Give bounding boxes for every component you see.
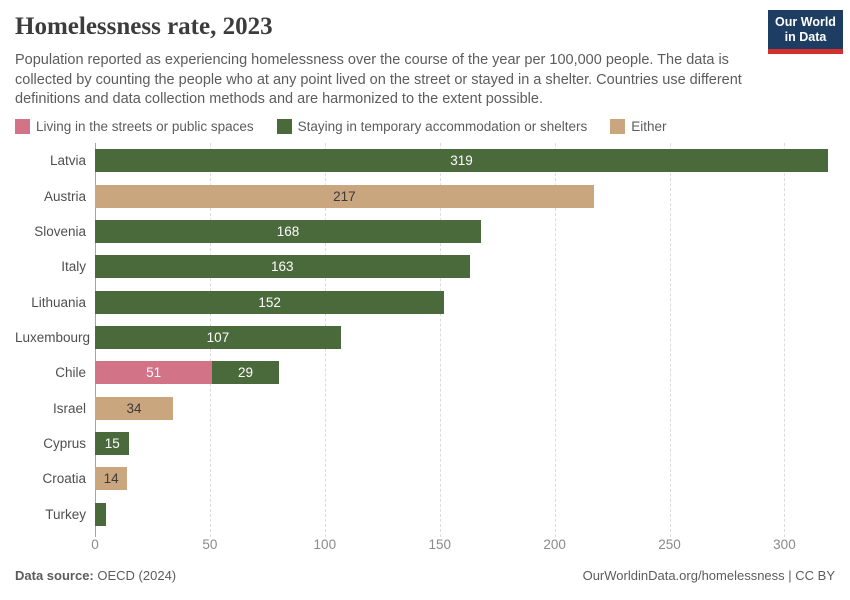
gridline-200 xyxy=(554,143,556,537)
bar-track: 163 xyxy=(95,255,835,279)
bar-track: 51 29 xyxy=(95,361,835,385)
bar-value-label: 168 xyxy=(276,223,300,239)
gridline-250 xyxy=(669,143,671,537)
bar-segment-austria-either[interactable]: 217 xyxy=(95,184,594,208)
country-label-luxembourg: Luxembourg xyxy=(15,329,91,345)
data-source-value: OECD (2024) xyxy=(97,568,177,583)
data-source-label: Data source: xyxy=(15,568,94,583)
country-label-italy: Italy xyxy=(61,259,86,275)
bar-chart: Latvia 319 Austria 217 Slovenia 168 Italy 163 Li… xyxy=(15,143,835,537)
bar-row-austria: Austria 217 xyxy=(15,178,835,213)
bar-value-label: 15 xyxy=(104,436,120,452)
bar-track: 168 xyxy=(95,219,835,243)
bar-segment-luxembourg-shelters[interactable]: 107 xyxy=(95,325,341,349)
bar-segment-latvia-shelters[interactable]: 319 xyxy=(95,149,829,173)
bar-row-slovenia: Slovenia 168 xyxy=(15,214,835,249)
bar-row-luxembourg: Luxembourg 107 xyxy=(15,320,835,355)
bar-value-label: 34 xyxy=(126,400,142,416)
country-label-latvia: Latvia xyxy=(49,153,86,169)
bar-row-latvia: Latvia 319 xyxy=(15,143,835,178)
x-tick-label-150: 150 xyxy=(428,537,451,552)
legend: Living in the streets or public spaces S… xyxy=(15,119,667,134)
country-label-turkey: Turkey xyxy=(45,506,86,522)
bar-value-label: 319 xyxy=(450,153,473,169)
chart-subtitle: Population reported as experiencing home… xyxy=(15,52,742,107)
bar-track: 217 xyxy=(95,184,835,208)
bar-track: 152 xyxy=(95,290,835,314)
bar-segment-chile-streets[interactable]: 51 xyxy=(95,361,213,385)
bar-row-lithuania: Lithuania 152 xyxy=(15,284,835,319)
gridline-150 xyxy=(439,143,441,537)
bar-value-label: 14 xyxy=(103,471,119,487)
legend-item-either[interactable]: Either xyxy=(610,119,667,134)
x-tick-label-50: 50 xyxy=(202,537,218,552)
x-tick-label-100: 100 xyxy=(313,537,337,552)
bar-value-label: 163 xyxy=(271,259,294,275)
x-tick-label-0: 0 xyxy=(91,537,99,552)
credit-link[interactable]: OurWorldinData.org/homelessness | CC BY xyxy=(582,568,835,583)
bar-track: 34 xyxy=(95,396,835,420)
x-tick-label-300: 300 xyxy=(773,537,796,552)
bar-track: 107 xyxy=(95,325,835,349)
bar-track: 15 xyxy=(95,432,835,456)
logo-text-line2: in Data xyxy=(784,30,827,44)
x-tick-label-250: 250 xyxy=(658,537,681,552)
legend-swatch-either-icon xyxy=(610,119,626,134)
x-axis: 0 50 100 150 200 250 300 xyxy=(91,537,835,553)
bar-segment-croatia-either[interactable]: 14 xyxy=(95,467,128,491)
bar-rows: Latvia 319 Austria 217 Slovenia 168 Italy 163 Li… xyxy=(15,143,835,532)
legend-swatch-shelters-icon xyxy=(276,119,292,134)
logo-text-line1: Our World xyxy=(775,15,836,29)
legend-item-streets[interactable]: Living in the streets or public spaces xyxy=(15,119,254,134)
country-label-israel: Israel xyxy=(52,400,86,416)
bar-value-label: 152 xyxy=(258,294,281,310)
bar-value-label: 29 xyxy=(238,365,254,381)
bar-row-israel: Israel 34 xyxy=(15,391,835,426)
x-tick-label-200: 200 xyxy=(543,537,566,552)
bar-segment-cyprus-shelters[interactable]: 15 xyxy=(95,432,130,456)
footer: Data source: OECD (2024) OurWorldinData.… xyxy=(15,568,835,583)
country-label-chile: Chile xyxy=(55,365,86,381)
legend-label: Staying in temporary accommodation or sh… xyxy=(297,119,588,134)
bar-segment-lithuania-shelters[interactable]: 152 xyxy=(95,290,445,314)
bar-row-cyprus: Cyprus 15 xyxy=(15,426,835,461)
bar-row-croatia: Croatia 14 xyxy=(15,461,835,496)
bar-value-label: 51 xyxy=(146,365,162,381)
bar-segment-slovenia-shelters[interactable]: 168 xyxy=(95,219,482,243)
bar-segment-israel-either[interactable]: 34 xyxy=(95,396,174,420)
bar-segment-chile-shelters[interactable]: 29 xyxy=(212,361,279,385)
data-source: Data source: OECD (2024) xyxy=(15,568,176,583)
country-label-croatia: Croatia xyxy=(42,471,86,487)
country-label-austria: Austria xyxy=(43,188,86,204)
gridline-300 xyxy=(784,143,786,537)
bar-row-chile: Chile 51 29 xyxy=(15,355,835,390)
page-title: Homelessness rate, 2023 xyxy=(15,13,273,40)
country-label-lithuania: Lithuania xyxy=(31,294,86,310)
bar-row-turkey: Turkey xyxy=(15,497,835,532)
bar-segment-italy-shelters[interactable]: 163 xyxy=(95,255,470,279)
country-label-slovenia: Slovenia xyxy=(34,223,86,239)
bar-value-label: 107 xyxy=(206,329,230,345)
legend-item-shelters[interactable]: Staying in temporary accommodation or sh… xyxy=(276,119,588,134)
bar-track: 319 xyxy=(95,149,835,173)
legend-label: Living in the streets or public spaces xyxy=(36,119,254,134)
country-label-cyprus: Cyprus xyxy=(43,436,86,452)
legend-swatch-streets-icon xyxy=(15,119,30,134)
bar-segment-turkey-shelters[interactable] xyxy=(95,502,107,526)
bar-value-label: 217 xyxy=(333,188,356,204)
bar-row-italy: Italy 163 xyxy=(15,249,835,284)
bar-track xyxy=(95,502,835,526)
owid-logo[interactable]: Our World in Data xyxy=(768,10,843,54)
bar-track: 14 xyxy=(95,467,835,491)
legend-label: Either xyxy=(631,119,667,134)
